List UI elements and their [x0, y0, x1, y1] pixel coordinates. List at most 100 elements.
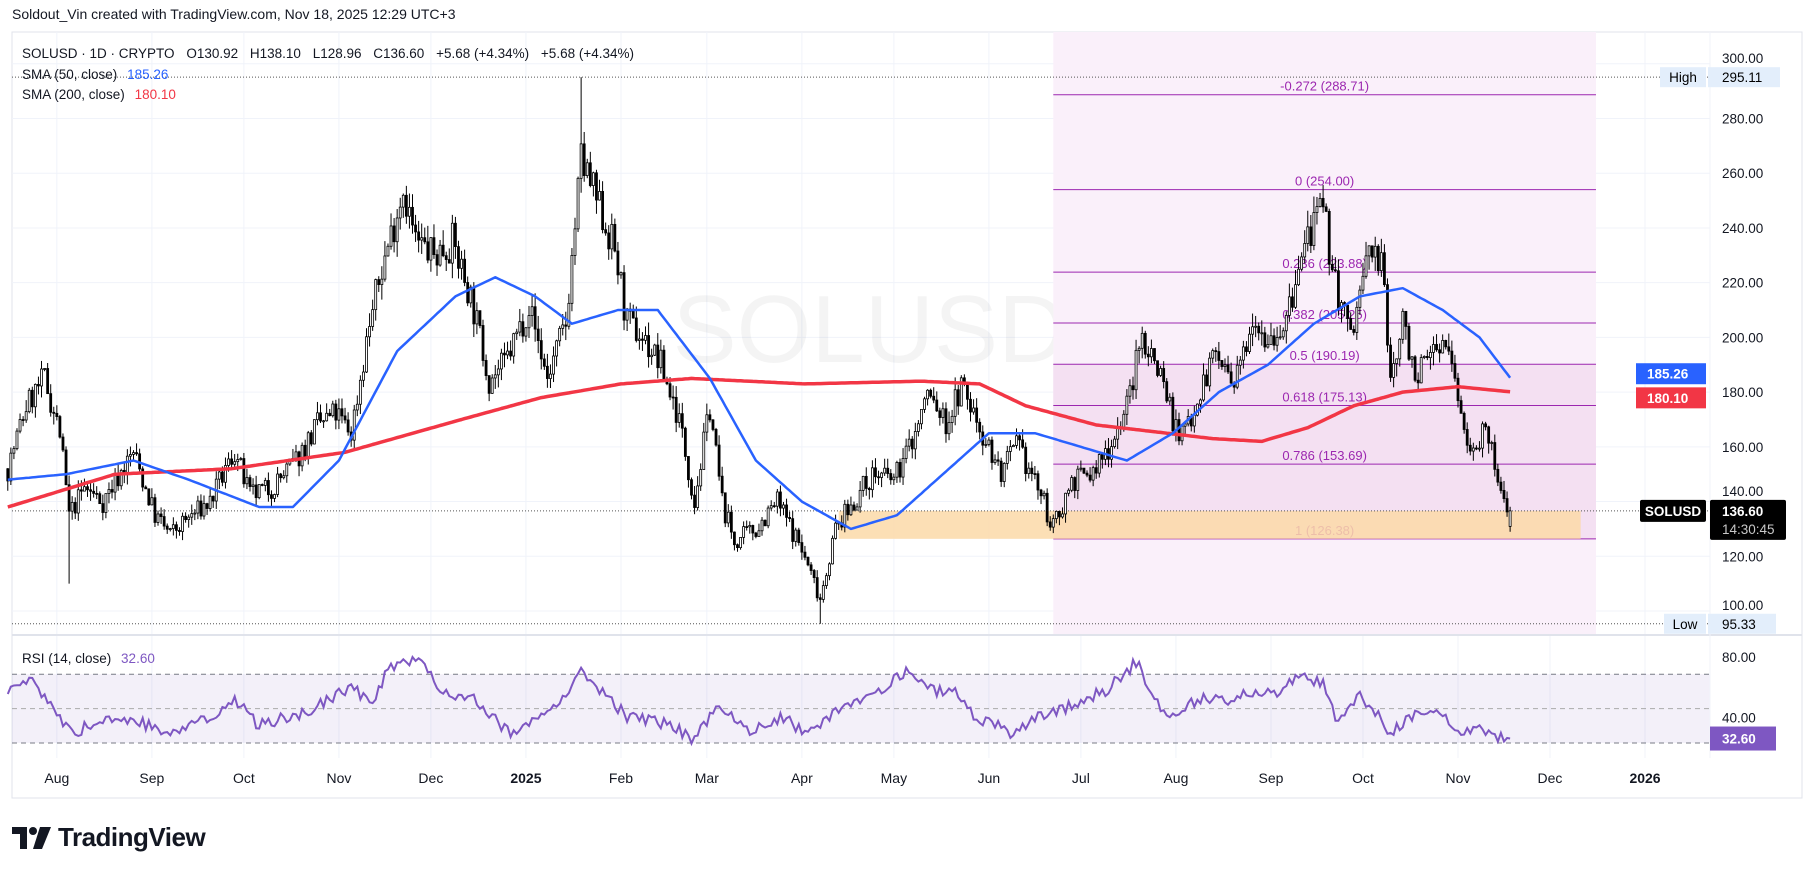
rsi-line [6, 654, 1511, 747]
candle-body [533, 306, 537, 330]
candle-body [1404, 310, 1408, 327]
candle-body [552, 355, 555, 375]
candle-body [849, 504, 853, 516]
candle-body [788, 517, 792, 520]
candle-body [300, 444, 304, 467]
candle-body [1490, 442, 1494, 444]
candle-body [539, 340, 543, 360]
sma50-legend[interactable]: SMA (50, close) 185.26 [22, 67, 168, 82]
time-tick-label: Oct [1352, 770, 1374, 786]
candle-body [601, 191, 604, 231]
candle-body [1419, 357, 1423, 384]
candle-body [1303, 243, 1307, 258]
candle-body [1481, 423, 1484, 449]
candle-body [343, 415, 347, 421]
candle-body [1266, 344, 1270, 348]
candle-body [828, 563, 831, 577]
candle-body [1110, 446, 1113, 460]
candle-body [230, 458, 234, 465]
legend-change: +5.68 (+4.34%) [436, 46, 529, 61]
candle-body [1425, 356, 1429, 359]
candle-body [6, 468, 10, 482]
candle-body [1505, 498, 1509, 513]
candle-body [352, 409, 356, 441]
candle-body [818, 597, 822, 600]
candle-body [696, 485, 700, 508]
rsi-legend[interactable]: RSI (14, close) 32.60 [22, 651, 155, 666]
candle-body [588, 162, 592, 186]
candle-body [779, 491, 782, 509]
candle-body [1373, 245, 1377, 258]
candle-body [864, 475, 868, 489]
candles [6, 77, 1512, 624]
fibonacci-retracement[interactable]: -0.272 (288.71) 0 (254.00) 0.236 (223.88) 0… [1053, 32, 1596, 634]
price-tick-label: 240.00 [1722, 221, 1763, 236]
candle-body [27, 389, 31, 413]
candle-body [1294, 284, 1297, 308]
candle-body [806, 556, 810, 566]
price-axis[interactable]: 300.00 280.00 260.00 240.00 220.00 200.00 180.… [1722, 51, 1763, 725]
candle-body [208, 495, 212, 509]
rsi-pane [6, 654, 1710, 747]
candle-body [1284, 314, 1288, 332]
candle-body [582, 143, 586, 177]
time-axis[interactable]: Aug Sep Oct Nov Dec 2025 Feb Mar Apr May Jun Jul Aug… [44, 770, 1660, 786]
candle-body [1321, 197, 1325, 208]
candle-body [322, 420, 325, 423]
candle-body [515, 331, 519, 335]
candle-body [279, 473, 283, 479]
candle-body [408, 206, 411, 217]
candle-body [923, 398, 926, 410]
candle-body [116, 474, 120, 487]
candle-body [1281, 330, 1285, 338]
candle-body [950, 415, 954, 423]
candle-body [478, 310, 482, 326]
candle-body [613, 223, 617, 252]
candle-body [282, 475, 286, 479]
candle-body [125, 455, 129, 475]
candle-body [671, 396, 675, 399]
support-zone[interactable] [838, 510, 1581, 539]
candle-body [717, 444, 721, 477]
candle-body [153, 497, 157, 523]
candle-body [935, 399, 939, 412]
candle-body [699, 469, 703, 487]
candle-body [1125, 395, 1129, 415]
low-tag-value: 95.33 [1722, 617, 1756, 632]
price-tick-label: 100.00 [1722, 598, 1763, 613]
candle-body [386, 245, 390, 257]
legend-high: H138.10 [250, 46, 301, 61]
candle-body [469, 286, 473, 304]
tradingview-logo[interactable]: TradingView [12, 822, 206, 853]
candle-body [1361, 275, 1365, 291]
candle-body [331, 403, 335, 417]
fib-level-label: 0.786 (153.69) [1282, 448, 1367, 463]
candle-body [680, 413, 684, 429]
candle-body [175, 524, 178, 531]
candle-body [595, 172, 598, 201]
candle-body [334, 403, 338, 421]
candle-body [1036, 473, 1040, 491]
last-price-tag: SOLUSD 136.60 14:30:45 [1640, 499, 1786, 540]
candle-body [1091, 467, 1095, 481]
candle-body [450, 222, 454, 264]
candle-body [1474, 447, 1478, 450]
candle-body [1205, 374, 1208, 387]
candle-body [107, 489, 111, 494]
candle-body [1346, 304, 1350, 319]
candle-body [1324, 206, 1328, 212]
candle-body [1140, 332, 1144, 349]
candle-body [880, 472, 883, 478]
candle-body [337, 408, 341, 421]
candle-body [178, 530, 181, 532]
candle-body [76, 489, 80, 514]
candle-body [417, 231, 421, 241]
candle-body [447, 259, 451, 264]
time-tick-label: May [881, 770, 907, 786]
sma200-legend[interactable]: SMA (200, close) 180.10 [22, 87, 176, 102]
candle-body [1015, 435, 1018, 446]
candle-body [1352, 329, 1356, 333]
candle-body [579, 143, 583, 179]
candle-body [647, 335, 650, 358]
